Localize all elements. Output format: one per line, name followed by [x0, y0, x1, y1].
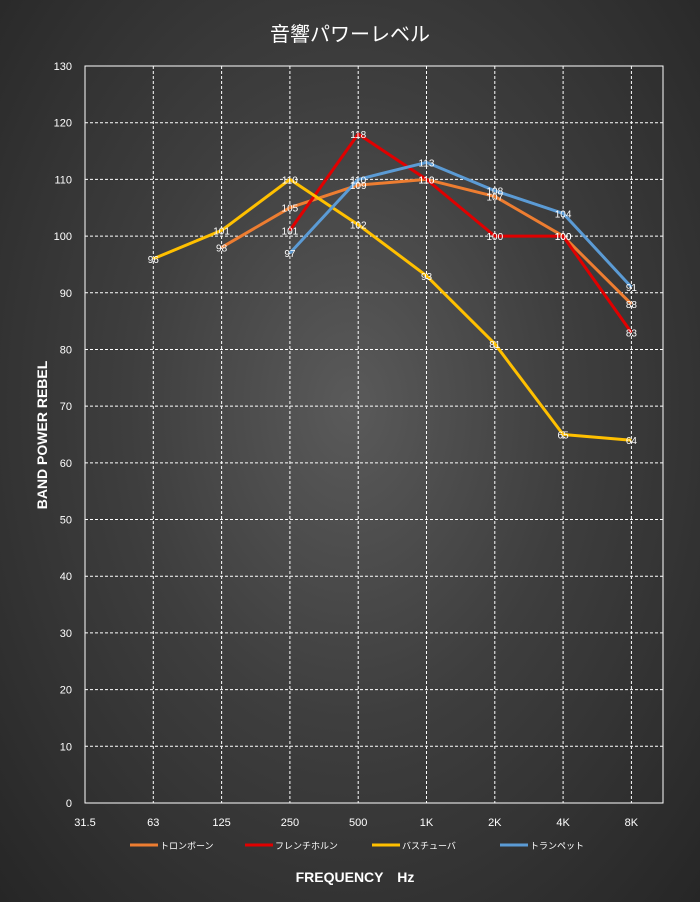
y-tick-label: 130 — [54, 61, 72, 73]
data-label: 98 — [216, 243, 228, 254]
x-axis-ticks: 31.5 63 125 250 500 1K 2K 4K 8K — [74, 817, 638, 829]
legend-label: トロンボーン — [160, 841, 214, 852]
data-label: 65 — [558, 431, 570, 442]
x-tick-label: 2K — [488, 817, 502, 829]
data-label: 110 — [282, 175, 298, 186]
y-tick-label: 40 — [60, 571, 72, 583]
y-tick-label: 50 — [60, 515, 72, 527]
data-label: 64 — [626, 436, 638, 447]
x-tick-label: 4K — [556, 817, 570, 829]
data-label: 110 — [419, 175, 435, 186]
data-label: 101 — [282, 226, 299, 237]
y-tick-label: 120 — [54, 118, 72, 130]
legend: トロンボーン フレンチホルン バスチューバ トランペット — [130, 841, 584, 852]
series-lines — [152, 132, 633, 442]
data-label: 100 — [486, 232, 503, 243]
series-line — [288, 132, 633, 334]
y-tick-label: 70 — [60, 401, 72, 413]
data-label: 93 — [421, 272, 433, 283]
x-axis-title: FREQUENCY Hz — [296, 869, 415, 885]
legend-label: フレンチホルン — [275, 841, 338, 852]
data-label: 110 — [350, 175, 366, 186]
data-label: 108 — [486, 187, 503, 198]
y-axis-ticks: 0 10 20 30 40 50 60 70 80 90 100 110 120 130 — [54, 61, 72, 810]
y-tick-label: 90 — [60, 288, 72, 300]
y-tick-label: 100 — [54, 231, 72, 243]
x-tick-label: 500 — [349, 817, 367, 829]
data-label: 81 — [489, 340, 501, 351]
data-label: 91 — [626, 283, 638, 294]
plot-area — [84, 65, 664, 804]
data-label: 110 — [419, 175, 435, 186]
data-label: 100 — [555, 232, 572, 243]
y-tick-label: 20 — [60, 685, 72, 697]
chart-title: 音響パワーレベル — [270, 22, 430, 46]
y-tick-label: 80 — [60, 344, 72, 356]
legend-label: トランペット — [530, 841, 584, 852]
y-tick-label: 10 — [60, 741, 72, 753]
x-tick-label: 63 — [147, 817, 159, 829]
data-label: 102 — [350, 221, 367, 232]
x-tick-label: 250 — [281, 817, 299, 829]
data-label: 100 — [555, 232, 572, 243]
y-axis-title: BAND POWER REBEL — [34, 360, 50, 509]
y-tick-label: 60 — [60, 458, 72, 470]
data-label: 113 — [419, 158, 435, 169]
data-label: 97 — [284, 249, 296, 260]
x-tick-label: 31.5 — [74, 817, 95, 829]
data-label: 105 — [282, 204, 299, 215]
data-label: 107 — [486, 192, 503, 203]
legend-label: バスチューバ — [402, 841, 456, 852]
x-tick-label: 8K — [625, 817, 639, 829]
y-tick-label: 110 — [54, 174, 72, 186]
data-label: 96 — [148, 255, 160, 266]
x-tick-label: 1K — [420, 817, 434, 829]
y-tick-label: 0 — [66, 798, 72, 810]
data-label: 101 — [213, 226, 230, 237]
x-tick-label: 125 — [212, 817, 230, 829]
data-label: 88 — [626, 300, 638, 311]
data-label: 104 — [555, 209, 572, 220]
data-label: 118 — [350, 130, 366, 141]
data-label: 109 — [350, 181, 367, 192]
series-line — [152, 177, 632, 442]
grid — [85, 66, 663, 803]
y-tick-label: 30 — [60, 628, 72, 640]
series-line — [288, 160, 633, 289]
data-label: 83 — [626, 328, 638, 339]
